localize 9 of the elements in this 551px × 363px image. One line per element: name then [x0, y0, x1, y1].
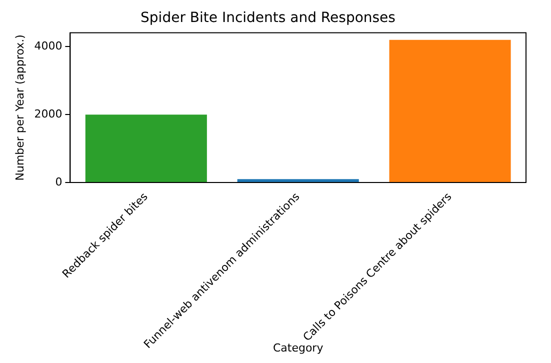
bar: [389, 40, 511, 182]
y-axis-title: Number per Year (approx.): [13, 34, 26, 181]
bar: [85, 114, 207, 182]
bar: [237, 179, 359, 182]
y-tick-label: 2000: [34, 107, 62, 120]
y-tick-label: 0: [55, 175, 62, 188]
y-tick-label: 4000: [34, 40, 62, 53]
chart-title: Spider Bite Incidents and Responses: [140, 10, 396, 26]
x-axis-title: Category: [272, 341, 324, 354]
